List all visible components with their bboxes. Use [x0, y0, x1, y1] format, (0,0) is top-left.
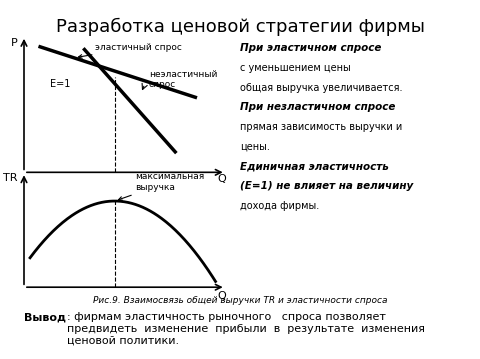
Text: общая выручка увеличивается.: общая выручка увеличивается. [240, 83, 403, 93]
Text: Q: Q [217, 292, 226, 302]
Text: P: P [11, 38, 17, 48]
Text: Вывод: Вывод [24, 312, 66, 322]
Text: (E=1) не влияет на величину: (E=1) не влияет на величину [240, 181, 413, 191]
Text: При незластичном спросе: При незластичном спросе [240, 102, 396, 112]
Text: TR: TR [2, 173, 17, 183]
Text: При эластичном спросе: При эластичном спросе [240, 43, 382, 53]
Text: эластичный спрос: эластичный спрос [78, 43, 181, 58]
Text: Рис.9. Взаимосвязь общей выручки TR и эластичности спроса: Рис.9. Взаимосвязь общей выручки TR и эл… [93, 296, 387, 305]
Text: : фирмам эластичность рыночного   спроса позволяет
предвидеть  изменение  прибыл: : фирмам эластичность рыночного спроса п… [67, 312, 425, 345]
Text: Q: Q [217, 174, 226, 184]
Text: неэластичный
спрос: неэластичный спрос [149, 70, 217, 89]
Text: максимальная
выручка: максимальная выручка [119, 172, 204, 200]
Text: цены.: цены. [240, 142, 270, 152]
Text: дохода фирмы.: дохода фирмы. [240, 201, 319, 211]
Text: Разработка ценовой стратегии фирмы: Разработка ценовой стратегии фирмы [56, 18, 424, 36]
Text: с уменьшением цены: с уменьшением цены [240, 63, 351, 73]
Text: прямая зависимость выручки и: прямая зависимость выручки и [240, 122, 402, 132]
Text: Единичная эластичность: Единичная эластичность [240, 162, 389, 172]
Text: E=1: E=1 [50, 79, 71, 89]
